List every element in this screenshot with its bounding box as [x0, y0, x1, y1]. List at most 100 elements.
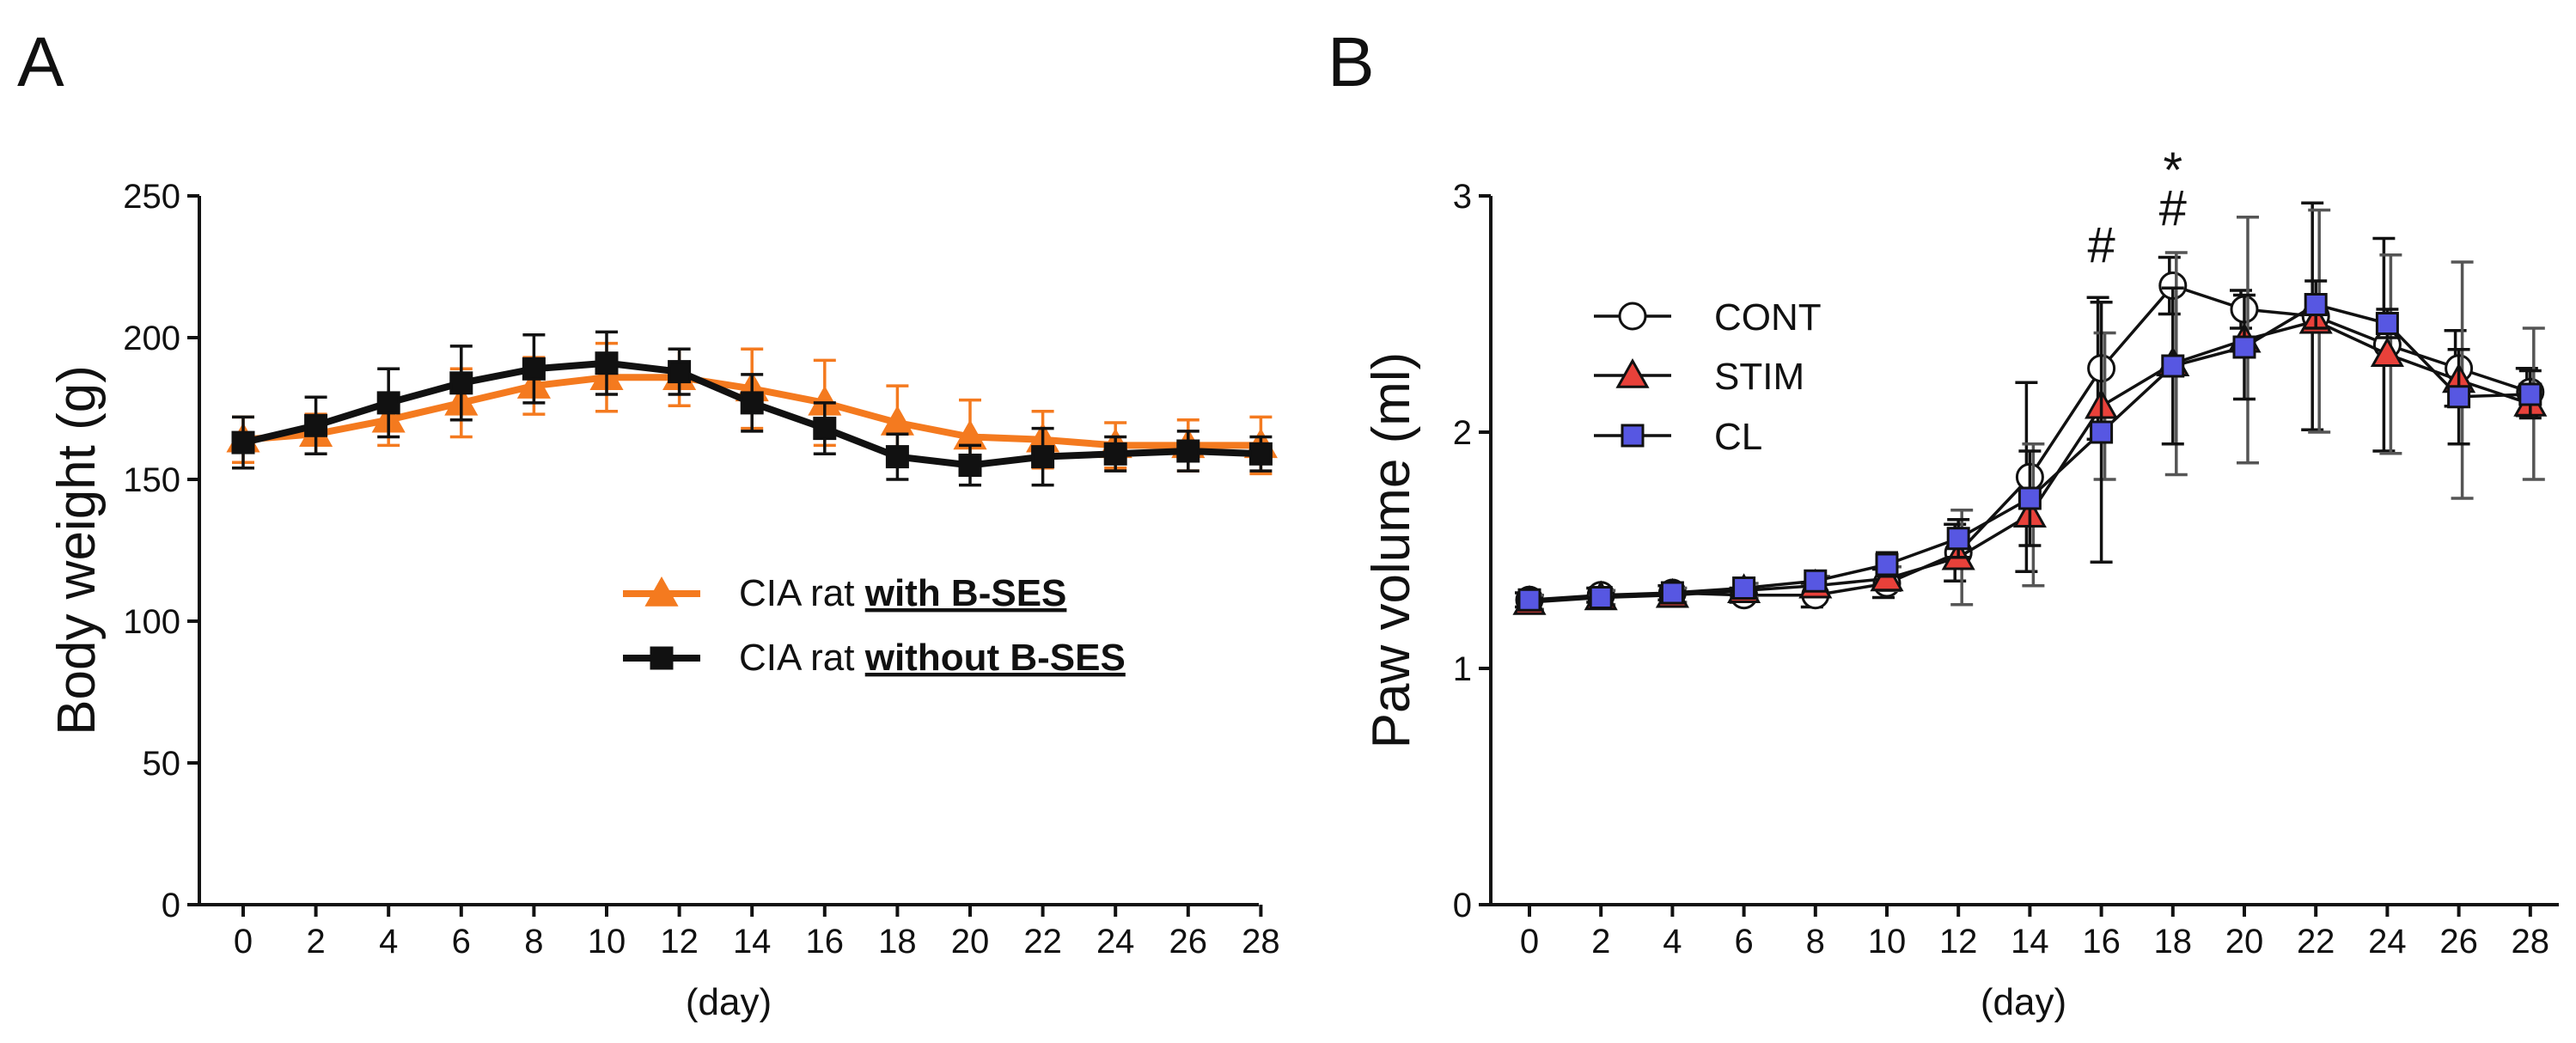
data-point [376, 391, 400, 415]
data-point [740, 391, 764, 415]
data-point [885, 445, 909, 469]
x-tick-label: 4 [379, 923, 398, 961]
legend-label: CL [1714, 416, 1762, 458]
data-point [2304, 293, 2328, 316]
panel-label-b: B [1328, 23, 1375, 101]
series-stim [1512, 208, 2548, 615]
x-axis-label: (day) [686, 981, 772, 1023]
legend-label: CIA rat with B-SES [739, 572, 1066, 614]
data-point [1248, 442, 1273, 466]
x-tick-label: 6 [452, 923, 471, 961]
data-point [958, 454, 982, 477]
legend-label-bold: with B-SES [864, 572, 1067, 614]
legend-marker [1621, 424, 1645, 448]
x-axis-label: (day) [1981, 981, 2066, 1023]
significance-marker: # [2087, 217, 2115, 273]
x-tick-label: 10 [1868, 923, 1907, 961]
series-cont [1515, 201, 2545, 614]
x-tick-label: 8 [524, 923, 543, 961]
data-point [1804, 569, 1828, 593]
x-tick-label: 26 [1169, 923, 1208, 961]
y-tick-label: 50 [143, 745, 181, 783]
x-tick-label: 4 [1663, 923, 1682, 961]
series-cl [1517, 279, 2542, 612]
y-tick-label: 200 [123, 320, 180, 357]
x-tick-label: 8 [1806, 923, 1825, 961]
x-tick-label: 10 [588, 923, 626, 961]
y-axis-label: Paw volume (ml) [1362, 352, 1421, 749]
y-tick-label: 0 [162, 887, 180, 924]
x-tick-label: 28 [2512, 923, 2550, 961]
data-point [595, 351, 619, 375]
x-tick-label: 20 [951, 923, 990, 961]
data-point [668, 360, 692, 384]
data-point [2161, 354, 2185, 378]
data-point [1031, 445, 1055, 469]
data-point [1589, 586, 1613, 609]
x-tick-label: 24 [1096, 923, 1135, 961]
y-tick-label: 3 [1453, 178, 1472, 216]
legend-label-bold: without B-SES [864, 637, 1126, 679]
y-tick-label: 2 [1453, 414, 1472, 452]
y-tick-label: 0 [1453, 887, 1472, 924]
x-tick-label: 14 [2011, 923, 2049, 961]
panel-label-a: A [17, 23, 64, 101]
x-tick-label: 6 [1734, 923, 1753, 961]
x-tick-label: 12 [660, 923, 699, 961]
x-tick-label: 14 [733, 923, 772, 961]
legend-marker [650, 646, 674, 670]
data-point [2017, 486, 2042, 510]
x-tick-label: 12 [1939, 923, 1978, 961]
data-point [2090, 420, 2114, 444]
data-point [522, 357, 546, 381]
series-cia-rat-without-b-ses [231, 330, 1273, 487]
data-point [2375, 312, 2399, 335]
legend-label-prefix: CIA rat [739, 572, 865, 614]
x-tick-label: 2 [1591, 923, 1610, 961]
x-tick-label: 22 [1023, 923, 1062, 961]
significance-marker: # [2159, 180, 2187, 236]
x-tick-label: 0 [234, 923, 253, 961]
x-tick-label: 16 [806, 923, 845, 961]
legend-label: STIM [1714, 356, 1804, 398]
data-point [2518, 382, 2542, 406]
x-tick-label: 24 [2368, 923, 2407, 961]
x-tick-label: 22 [2297, 923, 2335, 961]
x-tick-label: 2 [306, 923, 325, 961]
x-tick-label: 16 [2082, 923, 2121, 961]
data-point [1517, 588, 1541, 612]
legend-marker [1618, 302, 1647, 331]
data-point [813, 417, 837, 441]
x-tick-label: 26 [2439, 923, 2478, 961]
data-point [2370, 337, 2404, 368]
data-point [1103, 442, 1127, 466]
x-tick-label: 18 [2154, 923, 2193, 961]
y-axis-label: Body weight (g) [47, 365, 107, 735]
x-tick-label: 0 [1520, 923, 1539, 961]
legend-marker [1615, 357, 1650, 388]
y-tick-label: 100 [123, 603, 180, 641]
legend-label: CONT [1714, 296, 1822, 339]
y-tick-label: 150 [123, 461, 180, 499]
significance-marker: * [2164, 143, 2183, 198]
legend-marker [644, 576, 679, 607]
data-point [1732, 576, 1756, 600]
data-point [2232, 335, 2256, 359]
y-tick-label: 250 [123, 178, 180, 216]
data-point [2447, 385, 2471, 409]
data-point [1946, 527, 1970, 551]
x-tick-label: 18 [878, 923, 917, 961]
x-tick-label: 20 [2225, 923, 2264, 961]
legend-label: CIA rat without B-SES [739, 637, 1126, 679]
x-tick-label: 28 [1242, 923, 1280, 961]
legend-label-prefix: CIA rat [739, 637, 865, 679]
data-point [1875, 552, 1899, 576]
y-tick-label: 1 [1453, 650, 1472, 688]
data-point [304, 413, 328, 437]
data-point [231, 430, 255, 454]
data-point [1176, 439, 1200, 463]
data-point [449, 371, 473, 395]
